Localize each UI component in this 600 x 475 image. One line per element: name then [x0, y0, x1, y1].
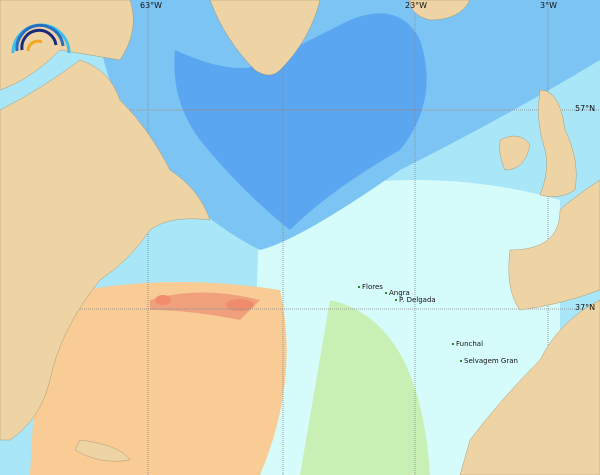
deep-blue-zone	[174, 13, 427, 231]
warm-zone-core	[150, 292, 260, 320]
rainbow-arcs-logo-icon	[11, 23, 71, 54]
place-label: Selvagem Gran	[460, 357, 518, 365]
warm-zone	[30, 282, 287, 475]
land-greenland	[209, 0, 321, 76]
land-iceland	[409, 0, 471, 21]
green-zone	[300, 300, 430, 475]
land-europe	[508, 179, 600, 311]
place-label: P. Delgada	[395, 296, 436, 304]
place-label: Funchal	[452, 340, 483, 348]
latitude-label: 57°N	[575, 104, 596, 113]
longitude-label: 3°W	[540, 1, 557, 10]
land-africa	[459, 299, 600, 475]
place-label: Flores	[358, 283, 383, 291]
land-great-britain	[538, 89, 577, 197]
longitude-label: 63°W	[140, 1, 163, 10]
warm-spot	[226, 299, 254, 311]
warm-spot	[155, 295, 171, 305]
land-north-america	[0, 59, 211, 441]
place-label: Angra	[385, 289, 410, 297]
longitude-label: 23°W	[405, 1, 428, 10]
land-ireland	[499, 135, 531, 171]
land-cuba	[74, 439, 131, 462]
latitude-label: 37°N	[575, 303, 596, 312]
